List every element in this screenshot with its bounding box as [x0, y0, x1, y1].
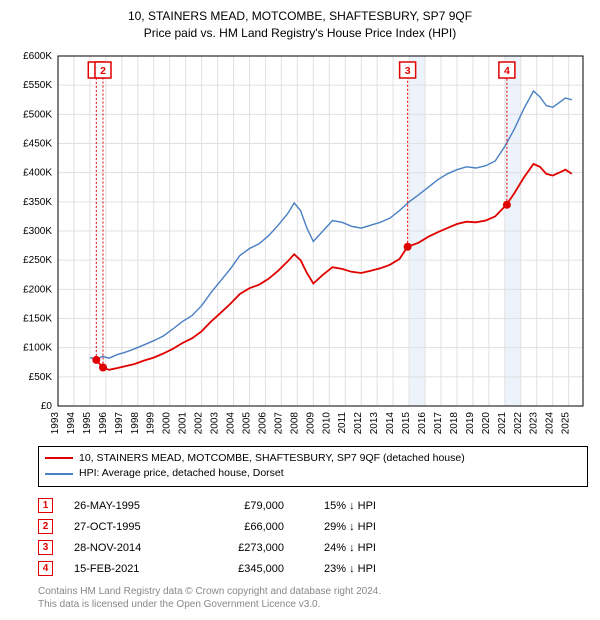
svg-text:2011: 2011	[337, 411, 348, 433]
svg-text:2001: 2001	[178, 411, 189, 434]
table-row: 2 27-OCT-1995£66,00029% ↓ HPI	[38, 516, 444, 537]
sale-date: 15-FEB-2021	[74, 558, 204, 579]
legend-label: HPI: Average price, detached house, Dors…	[79, 466, 284, 482]
svg-text:2020: 2020	[481, 411, 492, 434]
svg-text:2022: 2022	[513, 411, 524, 434]
table-row: 1 26-MAY-1995£79,00015% ↓ HPI	[38, 495, 444, 516]
sale-pct: 15% ↓ HPI	[324, 495, 444, 516]
sale-marker-badge: 2	[38, 519, 53, 534]
sale-price: £66,000	[204, 516, 324, 537]
series-hpi	[90, 91, 572, 359]
svg-text:2002: 2002	[194, 411, 205, 434]
svg-text:2: 2	[100, 65, 106, 77]
svg-text:£100K: £100K	[23, 342, 52, 353]
svg-text:£550K: £550K	[23, 80, 52, 91]
svg-text:£300K: £300K	[23, 226, 52, 237]
svg-text:2010: 2010	[321, 411, 332, 434]
svg-text:2012: 2012	[353, 411, 364, 434]
sale-pct: 29% ↓ HPI	[324, 516, 444, 537]
title-address: 10, STAINERS MEAD, MOTCOMBE, SHAFTESBURY…	[8, 8, 592, 25]
legend-item: 10, STAINERS MEAD, MOTCOMBE, SHAFTESBURY…	[45, 451, 581, 467]
title-subtitle: Price paid vs. HM Land Registry's House …	[8, 25, 592, 42]
svg-text:£500K: £500K	[23, 109, 52, 120]
sale-date: 28-NOV-2014	[74, 537, 204, 558]
svg-text:2025: 2025	[561, 411, 572, 434]
sale-price: £345,000	[204, 558, 324, 579]
svg-text:1996: 1996	[98, 411, 109, 434]
svg-text:2015: 2015	[401, 411, 412, 434]
sale-price: £79,000	[204, 495, 324, 516]
sale-pct: 23% ↓ HPI	[324, 558, 444, 579]
legend-item: HPI: Average price, detached house, Dors…	[45, 466, 581, 482]
svg-text:2007: 2007	[273, 411, 284, 434]
sale-marker-badge: 3	[38, 540, 53, 555]
svg-text:£600K: £600K	[23, 51, 52, 62]
svg-text:£450K: £450K	[23, 138, 52, 149]
svg-text:1995: 1995	[82, 411, 93, 434]
series-property	[96, 163, 572, 369]
svg-text:1993: 1993	[50, 411, 61, 434]
svg-text:2003: 2003	[210, 411, 221, 434]
svg-text:2004: 2004	[226, 411, 237, 434]
svg-text:2019: 2019	[465, 411, 476, 434]
svg-text:2018: 2018	[449, 411, 460, 434]
svg-text:£400K: £400K	[23, 167, 52, 178]
sale-pct: 24% ↓ HPI	[324, 537, 444, 558]
table-row: 4 15-FEB-2021£345,00023% ↓ HPI	[38, 558, 444, 579]
svg-text:2016: 2016	[417, 411, 428, 434]
svg-text:2024: 2024	[545, 411, 556, 434]
svg-text:1997: 1997	[114, 411, 125, 434]
sale-marker-badge: 1	[38, 498, 53, 513]
svg-text:1999: 1999	[146, 411, 157, 434]
svg-text:1994: 1994	[66, 411, 77, 434]
svg-text:2000: 2000	[162, 411, 173, 434]
attribution: Contains HM Land Registry data © Crown c…	[38, 585, 588, 611]
chart: £0 £50K £100K £150K £200K £250K £300K £350K £400…	[8, 48, 592, 438]
svg-text:£50K: £50K	[29, 371, 53, 382]
svg-text:2014: 2014	[385, 411, 396, 434]
svg-text:£200K: £200K	[23, 284, 52, 295]
svg-text:£150K: £150K	[23, 313, 52, 324]
sale-price: £273,000	[204, 537, 324, 558]
table-row: 3 28-NOV-2014£273,00024% ↓ HPI	[38, 537, 444, 558]
sale-date: 26-MAY-1995	[74, 495, 204, 516]
svg-text:2006: 2006	[257, 411, 268, 434]
attribution-line1: Contains HM Land Registry data © Crown c…	[38, 585, 588, 598]
svg-text:2005: 2005	[241, 411, 252, 434]
svg-text:4: 4	[504, 65, 510, 77]
legend-label: 10, STAINERS MEAD, MOTCOMBE, SHAFTESBURY…	[79, 451, 465, 467]
svg-text:2023: 2023	[529, 411, 540, 434]
svg-text:£350K: £350K	[23, 196, 52, 207]
svg-text:2008: 2008	[289, 411, 300, 434]
chart-title: 10, STAINERS MEAD, MOTCOMBE, SHAFTESBURY…	[8, 8, 592, 42]
svg-text:2009: 2009	[305, 411, 316, 434]
sales-table: 1 26-MAY-1995£79,00015% ↓ HPI 2 27-OCT-1995…	[38, 495, 588, 579]
svg-text:1998: 1998	[130, 411, 141, 434]
legend-swatch	[45, 457, 73, 459]
svg-text:£250K: £250K	[23, 255, 52, 266]
svg-text:2013: 2013	[369, 411, 380, 434]
svg-text:3: 3	[405, 65, 411, 77]
legend: 10, STAINERS MEAD, MOTCOMBE, SHAFTESBURY…	[38, 446, 588, 488]
svg-text:£0: £0	[41, 401, 53, 412]
svg-text:2017: 2017	[433, 411, 444, 434]
sale-marker-badge: 4	[38, 561, 53, 576]
attribution-line2: This data is licensed under the Open Gov…	[38, 598, 588, 611]
sale-date: 27-OCT-1995	[74, 516, 204, 537]
svg-text:2021: 2021	[497, 411, 508, 434]
legend-swatch	[45, 473, 73, 475]
